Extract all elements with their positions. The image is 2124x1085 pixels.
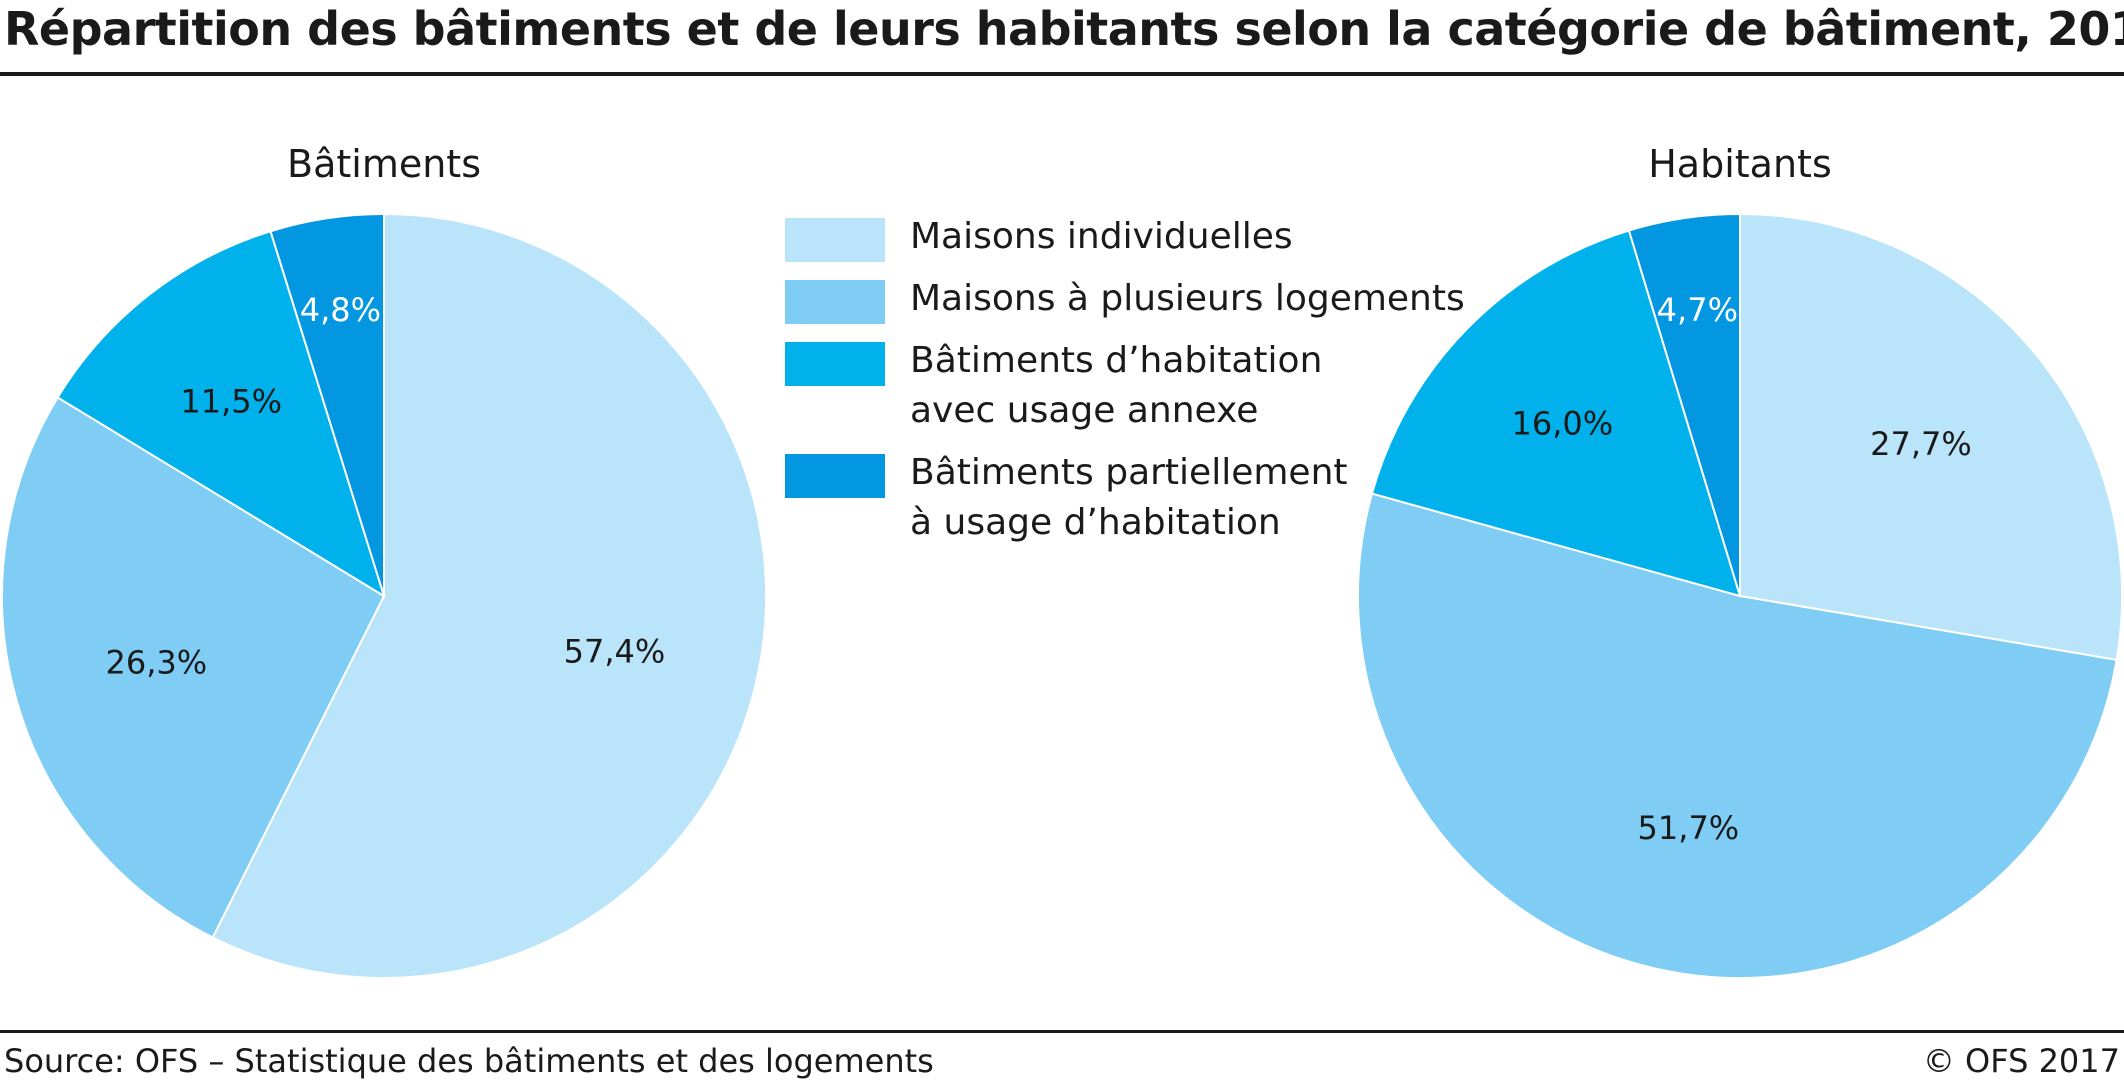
source-note: Source: OFS – Statistique des bâtiments … <box>4 1042 934 1080</box>
pie-slice-maisons-plusieurs-logements <box>1357 492 2118 979</box>
pie-data-label: 27,7% <box>1870 425 1972 463</box>
pie-data-label: 4,8% <box>300 291 381 329</box>
pie-data-label: 26,3% <box>106 643 208 681</box>
pie-data-label: 57,4% <box>564 633 666 671</box>
bottom-rule <box>0 1030 2124 1033</box>
legend-label: Bâtiments d’habitation avec usage annexe <box>910 336 1322 436</box>
copyright: © OFS 2017 <box>1922 1042 2120 1080</box>
pie-habitants: Habitants 27,7% 51,7% 16,0% 4,7% <box>1357 142 2124 979</box>
legend-swatch <box>785 218 885 262</box>
pie-title: Habitants <box>1648 142 1832 186</box>
legend-label-line: avec usage annexe <box>910 390 1259 431</box>
pie-title: Bâtiments <box>287 142 481 186</box>
pie-data-label: 51,7% <box>1638 809 1740 847</box>
legend-label: Maisons individuelles <box>910 216 1293 257</box>
legend-label-line: à usage d’habitation <box>910 502 1281 543</box>
legend-label: Bâtiments partiellement à usage d’habita… <box>910 448 1348 548</box>
pie-slice-maisons-individuelles <box>1739 212 2124 661</box>
legend-label-line: Bâtiments d’habitation <box>910 340 1323 381</box>
pie-slice-maisons-plusieurs-logements <box>1 396 386 939</box>
pie-b-timents: Bâtiments 57,4% 26,3% 11,5% 4,8% <box>1 142 768 979</box>
pie-data-label: 4,7% <box>1657 291 1738 329</box>
legend-swatch <box>785 280 885 324</box>
pie-slice-b-timents-d-habitation-avec-usage-annexe <box>56 229 386 599</box>
pie-data-label: 11,5% <box>180 382 282 420</box>
chart-title: Répartition des bâtiments et de leurs ha… <box>4 2 2124 56</box>
pie-charts: Bâtiments 57,4% 26,3% 11,5% 4,8% Habitants 27,… <box>1 142 2124 979</box>
legend-swatch <box>785 454 885 498</box>
pie-slice-b-timents-partiellement-usage-d-habitation <box>269 212 385 597</box>
pie-slice-b-timents-partiellement-usage-d-habitation <box>1627 212 1741 597</box>
legend-label: Maisons à plusieurs logements <box>910 278 1465 319</box>
legend-swatch <box>785 342 885 386</box>
legend-label-line: Bâtiments partiellement <box>910 452 1348 493</box>
top-rule <box>0 72 2124 76</box>
pie-slice-b-timents-d-habitation-avec-usage-annexe <box>1370 229 1742 598</box>
pie-data-label: 16,0% <box>1512 405 1614 443</box>
pie-slice-maisons-individuelles <box>211 212 768 979</box>
